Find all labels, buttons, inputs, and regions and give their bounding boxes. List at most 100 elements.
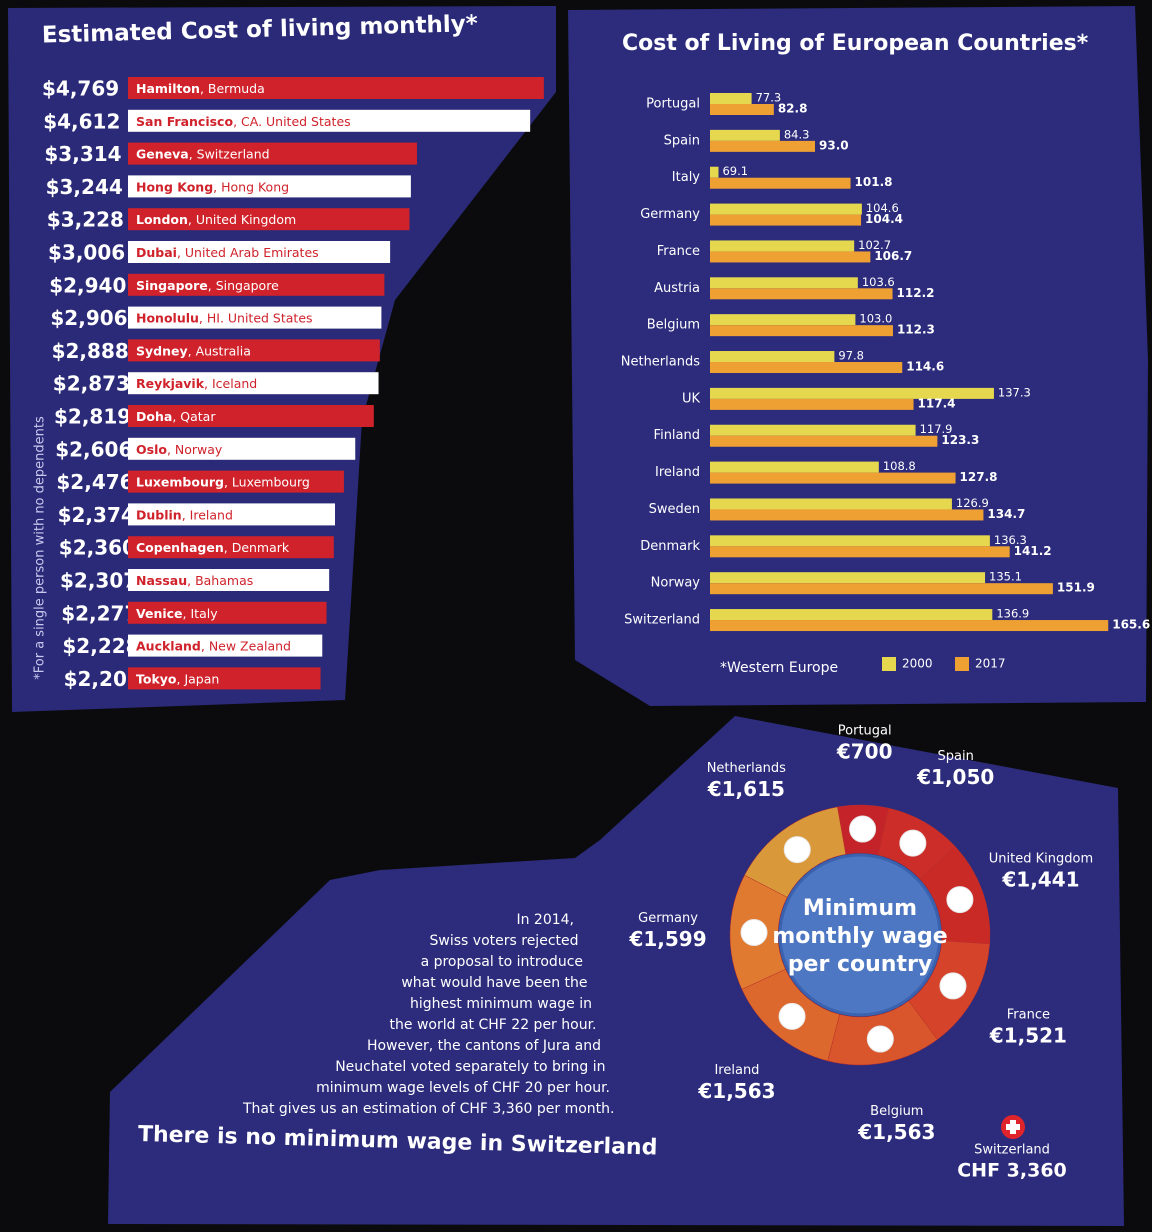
bar: [710, 609, 993, 621]
value-label: $2,307: [60, 569, 137, 593]
category-label: Finland: [654, 428, 700, 443]
bar: [128, 536, 334, 559]
legend-label: 2017: [975, 657, 1006, 671]
bar: [128, 142, 417, 165]
bar: [710, 572, 986, 584]
bar-label: Dublin, Ireland: [136, 507, 233, 522]
bar-label: Dubai, United Arab Emirates: [136, 245, 319, 260]
segment-value: €1,050: [916, 765, 994, 789]
chart-title: Cost of Living of European Countries*: [622, 31, 1089, 56]
value-label: $2,940: [49, 273, 126, 297]
value-label: 102.7: [858, 238, 891, 252]
note-line: Neuchatel voted separately to bring in: [335, 1059, 605, 1075]
segment-value: €1,615: [707, 777, 785, 801]
bar: [128, 175, 411, 198]
value-label: $2,906: [50, 306, 127, 330]
value-label: $2,606: [55, 437, 132, 461]
segment-value: €700: [836, 740, 893, 764]
value-label: 106.7: [874, 249, 912, 263]
value-label: $3,244: [46, 175, 123, 199]
category-label: France: [657, 244, 700, 259]
bar: [710, 435, 938, 447]
segment-name: Portugal: [838, 724, 892, 739]
bar: [128, 667, 321, 690]
note-line: the world at CHF 22 per hour.: [390, 1017, 597, 1033]
bar: [710, 546, 1010, 558]
category-label: Denmark: [640, 539, 700, 554]
value-label: $2,228: [62, 634, 139, 658]
bar: [710, 166, 719, 178]
value-label: 136.3: [994, 533, 1027, 547]
value-label: 127.8: [960, 470, 998, 484]
bar-label: Copenhagen, Denmark: [136, 540, 290, 555]
value-label: $2,873: [53, 372, 130, 396]
bar: [710, 498, 952, 510]
bar: [710, 620, 1109, 632]
bar: [128, 405, 374, 427]
bar: [128, 437, 356, 460]
bar: [710, 214, 862, 226]
segment-name: Spain: [938, 749, 974, 764]
swiss-name: Switzerland: [974, 1143, 1050, 1158]
value-label: $2,476: [56, 470, 133, 494]
note-line: Swiss voters rejected: [430, 933, 579, 949]
bar: [710, 288, 893, 300]
value-label: 104.6: [866, 201, 899, 215]
footnote: *For a single person with no dependents: [33, 416, 48, 680]
bar: [710, 240, 855, 252]
segment-value: €1,599: [628, 927, 706, 951]
value-label: 136.9: [996, 607, 1029, 621]
bar: [128, 601, 327, 624]
category-label: Norway: [651, 576, 701, 591]
bar-label: Hong Kong, Hong Kong: [136, 179, 289, 194]
bar: [710, 314, 856, 326]
note-line: what would have been the: [401, 975, 587, 991]
value-label: $2,374: [58, 503, 135, 527]
bar: [128, 77, 544, 99]
note-line: highest minimum wage in: [410, 996, 592, 1012]
bar: [128, 109, 531, 132]
value-label: 104.4: [865, 212, 903, 226]
value-label: 84.3: [784, 127, 810, 141]
flag-icon: [866, 1025, 894, 1053]
value-label: $4,769: [42, 77, 119, 101]
value-label: $2,277: [61, 601, 138, 625]
value-label: $2,888: [52, 339, 129, 363]
bar-label: Auckland, New Zealand: [136, 638, 291, 653]
category-label: Belgium: [647, 318, 700, 333]
flag-icon: [849, 815, 877, 843]
value-label: 135.1: [989, 570, 1022, 584]
bar: [710, 140, 816, 152]
value-label: 108.8: [883, 459, 916, 473]
segment-name: France: [1007, 1008, 1050, 1023]
category-label: UK: [682, 391, 701, 406]
legend-swatch: [955, 657, 969, 671]
bar: [710, 277, 858, 289]
bar: [128, 241, 391, 263]
note-line: In 2014,: [516, 912, 574, 928]
segment-name: Ireland: [714, 1063, 759, 1078]
bar-label: Sydney, Australia: [136, 343, 251, 358]
donut-title: Minimum: [803, 896, 917, 921]
bar: [710, 129, 780, 141]
donut-center: [778, 853, 942, 1017]
segment-name: United Kingdom: [989, 851, 1093, 866]
bar-label: Tokyo, Japan: [136, 671, 219, 686]
bar: [128, 273, 385, 296]
bar-label: Nassau, Bahamas: [136, 573, 253, 588]
category-label: Germany: [640, 207, 700, 222]
value-label: 137.3: [998, 385, 1031, 399]
value-label: 103.0: [859, 312, 892, 326]
value-label: $2,208: [64, 667, 141, 691]
bar-label: Doha, Qatar: [136, 409, 216, 424]
bar: [710, 104, 774, 115]
bar-label: San Francisco, CA. United States: [136, 113, 351, 128]
bar-label: Luxembourg, Luxembourg: [136, 474, 310, 489]
segment-name: Belgium: [870, 1104, 923, 1119]
note-line: That gives us an estimation of CHF 3,360…: [242, 1101, 615, 1117]
value-label: 126.9: [956, 496, 989, 510]
note-line: However, the cantons of Jura and: [367, 1038, 601, 1054]
category-label: Netherlands: [621, 355, 700, 370]
value-label: 165.6: [1112, 618, 1150, 632]
